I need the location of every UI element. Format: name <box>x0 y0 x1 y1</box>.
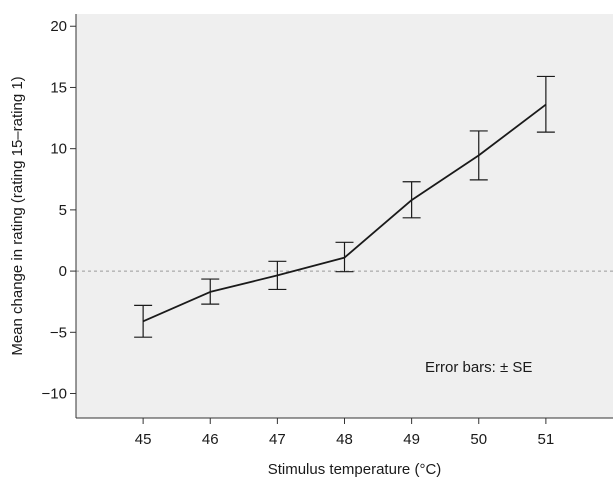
x-tick-label: 46 <box>202 431 219 448</box>
tick-marks <box>70 25 547 424</box>
error-bars-note: Error bars: ± SE <box>425 359 532 376</box>
y-tick-label: −5 <box>50 324 67 341</box>
x-tick-label: 50 <box>470 431 487 448</box>
y-tick-label: 20 <box>50 18 67 35</box>
y-tick-label: −10 <box>42 386 67 403</box>
x-tick-label: 51 <box>538 431 555 448</box>
y-axis-title: Mean change in rating (rating 15–rating … <box>9 76 26 355</box>
x-axis-title: Stimulus temperature (°C) <box>268 461 442 478</box>
x-tick-label: 48 <box>336 431 353 448</box>
y-tick-label: 15 <box>50 79 67 96</box>
y-tick-label: 5 <box>59 202 67 219</box>
error-bar <box>134 304 153 338</box>
y-tick-label: 10 <box>50 141 67 158</box>
plot-area <box>76 14 613 418</box>
x-tick-label: 47 <box>269 431 286 448</box>
y-tick-label: 0 <box>59 263 67 280</box>
series-line <box>142 103 547 323</box>
tick-labels: −10 −5 0 5 10 15 20 45 46 47 48 49 50 51 <box>42 18 555 448</box>
error-bar <box>536 75 555 133</box>
x-tick-label: 45 <box>135 431 152 448</box>
x-tick-label: 49 <box>403 431 420 448</box>
